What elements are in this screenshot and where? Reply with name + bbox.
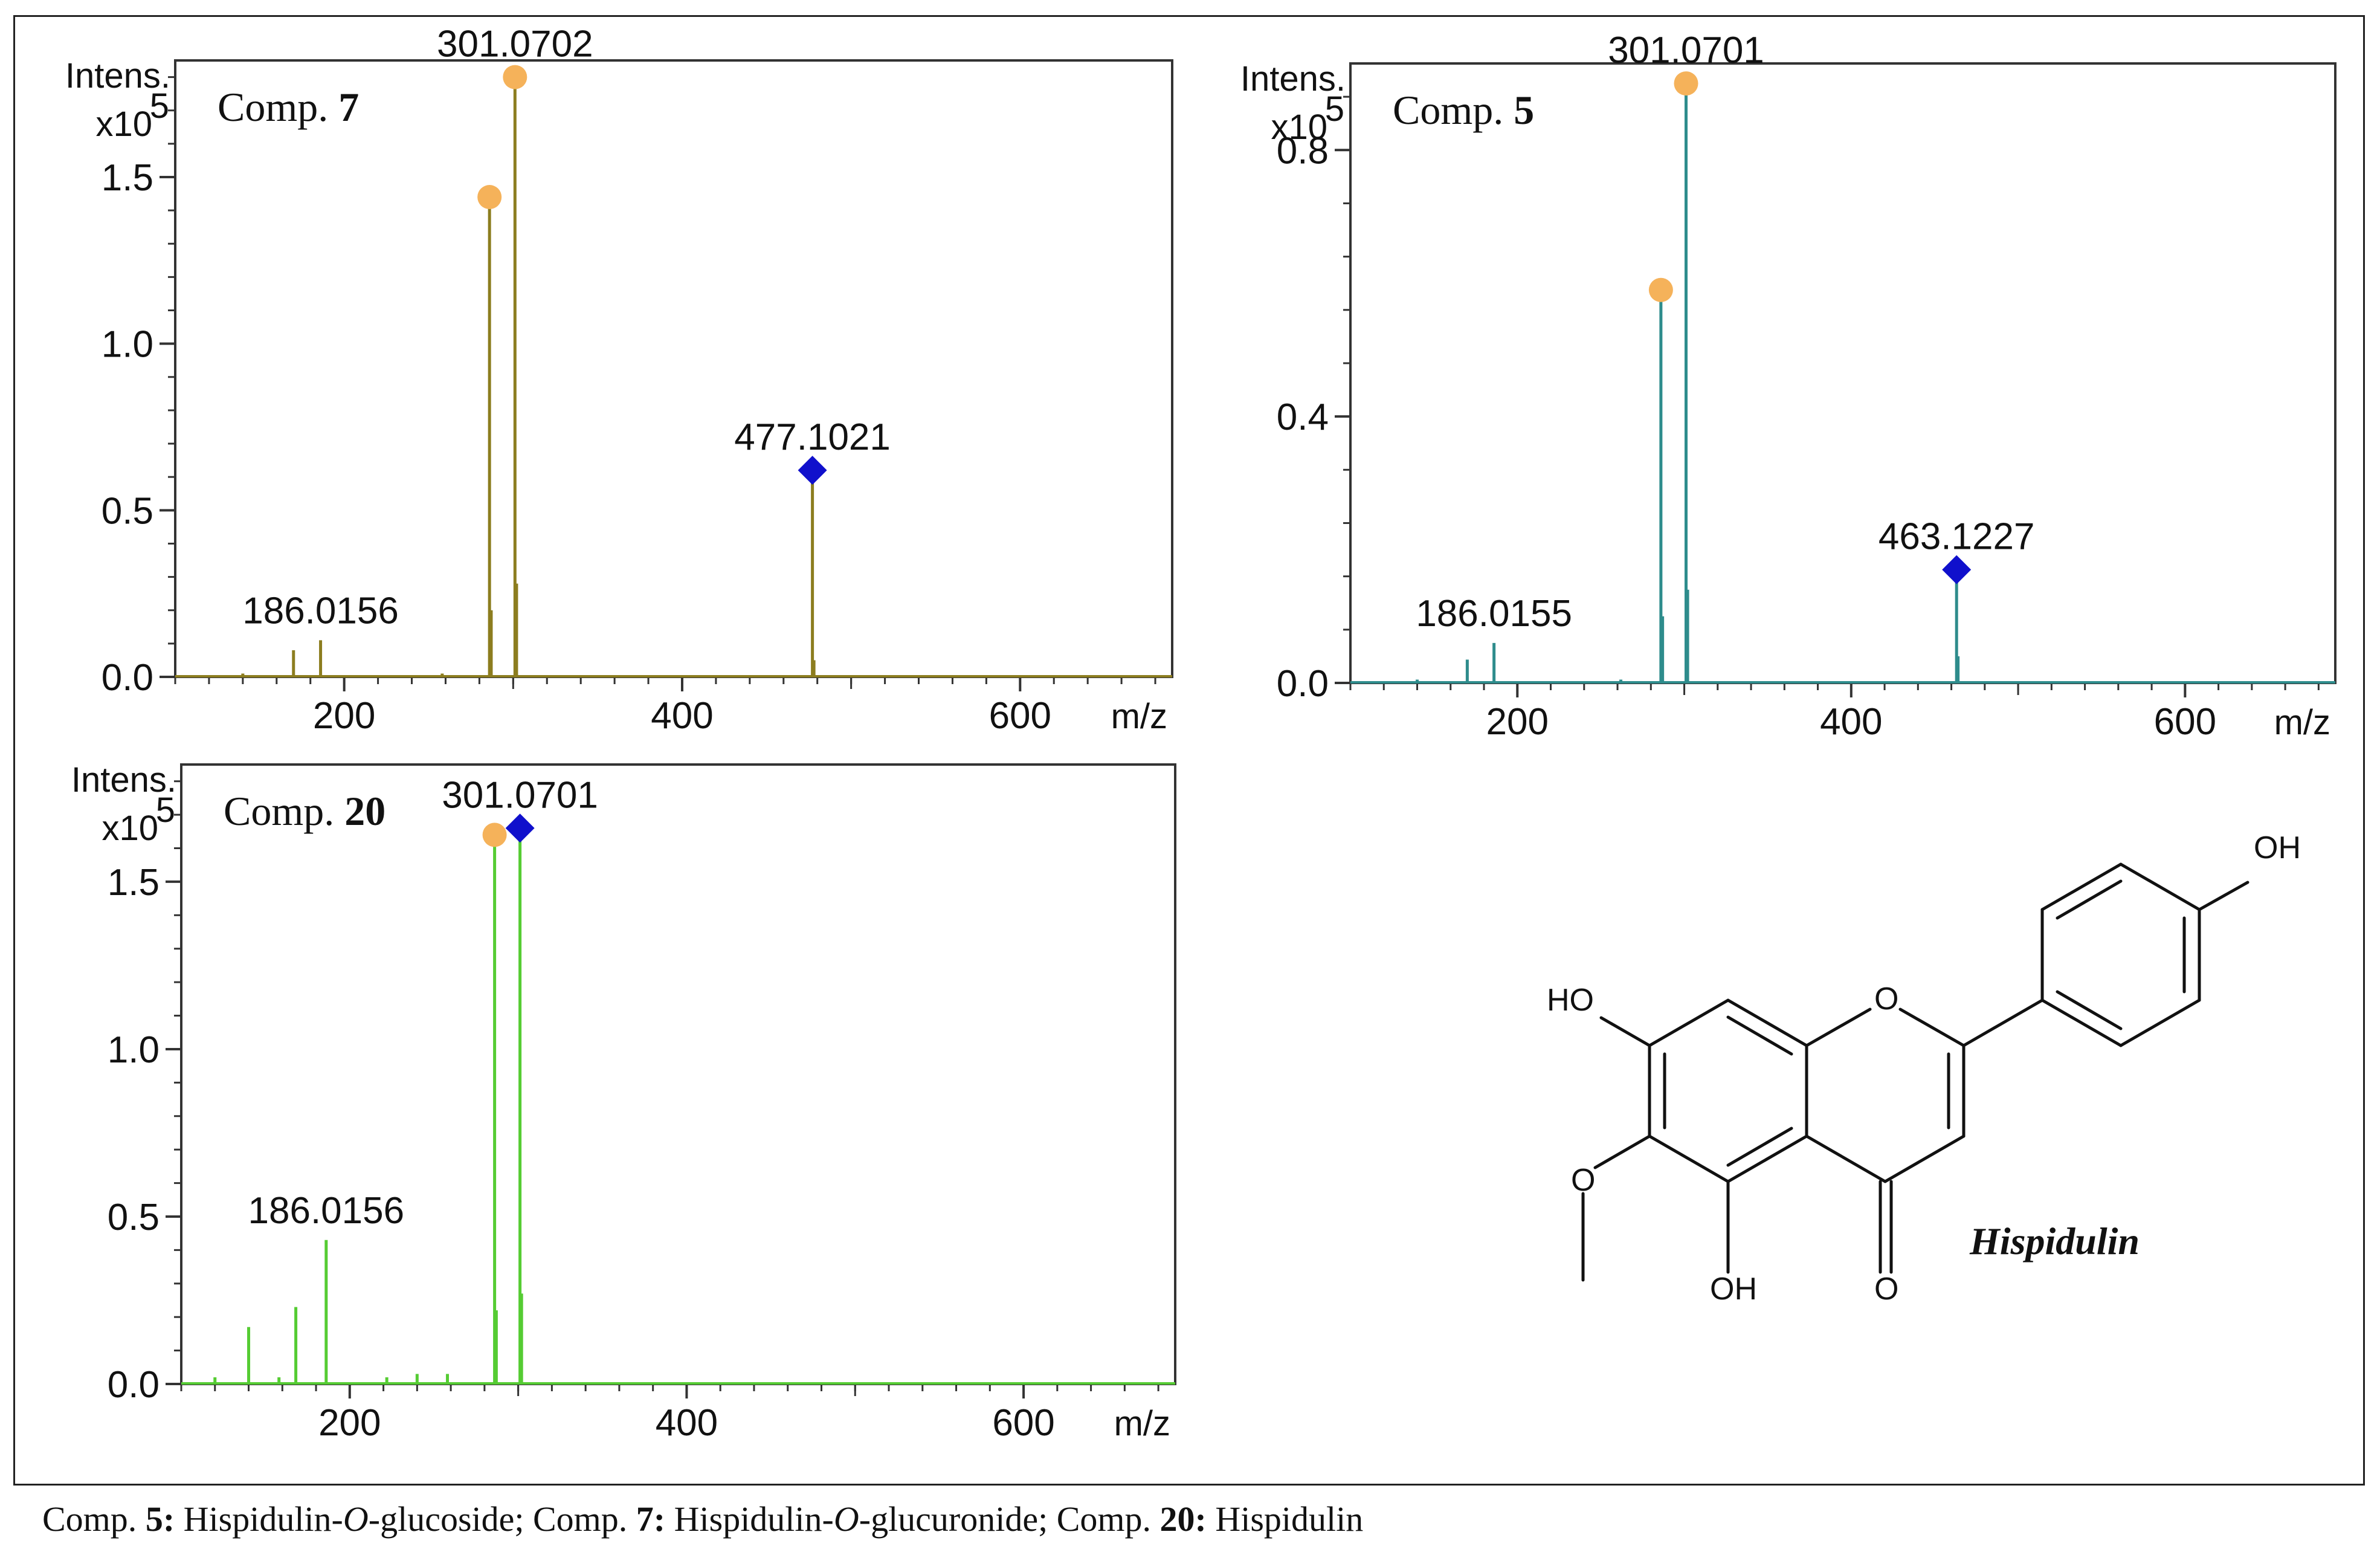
caption-c7-text-b: -glucuronide; bbox=[859, 1499, 1057, 1539]
caption-c5-o: O bbox=[343, 1499, 369, 1539]
y-scale-exponent: 5 bbox=[1325, 89, 1344, 129]
y-scale-label: x10 bbox=[1271, 108, 1327, 147]
x-axis-label: m/z bbox=[1114, 1404, 1170, 1443]
peak-label: 186.0156 bbox=[242, 590, 399, 632]
x-tick-label: 400 bbox=[1820, 701, 1882, 743]
panel-title-prefix: Comp. bbox=[224, 788, 344, 834]
panel-title: Comp. 20 bbox=[224, 788, 385, 834]
panel-title-number: 20 bbox=[344, 788, 385, 834]
plot-frame bbox=[1349, 62, 2336, 684]
precursor-circle-marker bbox=[477, 185, 502, 210]
panel-title-number: 7 bbox=[338, 84, 359, 130]
x-axis-label: m/z bbox=[2274, 703, 2330, 742]
y-tick-label: 0.5 bbox=[102, 490, 153, 532]
x-tick-label: 600 bbox=[992, 1402, 1054, 1444]
figure-frame bbox=[13, 15, 2365, 1486]
precursor-circle-marker bbox=[503, 65, 527, 89]
y-tick-label: 0.5 bbox=[108, 1197, 160, 1238]
figure-caption: Comp. 5: Hispidulin-O-glucoside; Comp. 7… bbox=[42, 1499, 1363, 1539]
panel-title-number: 5 bbox=[1514, 87, 1534, 133]
caption-c20-num: 20: bbox=[1159, 1499, 1207, 1539]
peak-label: 301.0702 bbox=[437, 24, 593, 65]
precursor-diamond-marker bbox=[505, 813, 535, 843]
struct-ho-left: HO bbox=[1547, 983, 1594, 1018]
y-tick-label: 1.0 bbox=[108, 1029, 160, 1071]
plot-frame bbox=[174, 59, 1173, 678]
struct-oh-bottom: OH bbox=[1710, 1272, 1757, 1307]
y-axis-label: Intens. bbox=[65, 56, 170, 95]
peak-label: 186.0155 bbox=[1416, 593, 1572, 635]
y-tick-label: 0.0 bbox=[108, 1364, 160, 1406]
structure-name: Hispidulin bbox=[1969, 1220, 2140, 1263]
precursor-circle-marker bbox=[482, 823, 507, 847]
x-axis-label: m/z bbox=[1111, 697, 1167, 736]
caption-c5-text-b: -glucoside; bbox=[368, 1499, 533, 1539]
peak-label: 477.1021 bbox=[734, 416, 891, 458]
peak-label: 186.0156 bbox=[248, 1190, 405, 1232]
peak-label: 463.1227 bbox=[1879, 516, 2035, 558]
panel-title: Comp. 5 bbox=[1393, 87, 1534, 133]
plot-frame bbox=[180, 763, 1176, 1385]
caption-c5-text-a: Hispidulin- bbox=[175, 1499, 343, 1539]
struct-o-methoxy: O bbox=[1571, 1163, 1595, 1198]
x-tick-label: 200 bbox=[1486, 701, 1549, 743]
struct-o-carbonyl: O bbox=[1874, 1272, 1898, 1307]
caption-c20-text: Hispidulin bbox=[1206, 1499, 1364, 1539]
caption-c7-o: O bbox=[833, 1499, 859, 1539]
struct-oh-top: OH bbox=[2254, 830, 2301, 865]
y-axis-label: Intens. bbox=[71, 760, 176, 800]
y-tick-label: 1.5 bbox=[108, 862, 160, 904]
precursor-circle-marker bbox=[1674, 71, 1698, 96]
y-tick-label: 0.4 bbox=[1277, 396, 1329, 438]
precursor-diamond-marker bbox=[798, 456, 827, 485]
panel-title-prefix: Comp. bbox=[1393, 87, 1514, 133]
y-tick-label: 1.0 bbox=[102, 324, 153, 366]
x-tick-label: 600 bbox=[2154, 701, 2216, 743]
peak-label: 301.0701 bbox=[442, 774, 598, 816]
y-tick-label: 1.5 bbox=[102, 157, 153, 199]
hispidulin-structure: OH HO O O OH O Hispidulin bbox=[1547, 830, 2301, 1307]
x-tick-label: 400 bbox=[651, 695, 713, 737]
y-tick-label: 0.8 bbox=[1277, 130, 1329, 172]
caption-c20-prefix: Comp. bbox=[1056, 1499, 1160, 1539]
caption-c7-prefix: Comp. bbox=[532, 1499, 636, 1539]
y-scale-label: x10 bbox=[95, 105, 152, 144]
peak-label: 301.0701 bbox=[1608, 30, 1764, 71]
caption-c7-text-a: Hispidulin- bbox=[665, 1499, 834, 1539]
y-scale-exponent: 5 bbox=[150, 86, 169, 126]
y-scale-label: x10 bbox=[102, 809, 158, 848]
struct-o-ring: O bbox=[1874, 981, 1898, 1017]
x-tick-label: 200 bbox=[313, 695, 375, 737]
x-tick-label: 200 bbox=[318, 1402, 381, 1444]
y-scale-exponent: 5 bbox=[156, 791, 175, 830]
precursor-circle-marker bbox=[1648, 277, 1673, 302]
x-tick-label: 600 bbox=[989, 695, 1051, 737]
y-tick-label: 0.0 bbox=[1277, 663, 1329, 705]
x-tick-label: 400 bbox=[656, 1402, 718, 1444]
panel-title-prefix: Comp. bbox=[218, 84, 338, 130]
y-tick-label: 0.0 bbox=[102, 657, 153, 699]
panel-title: Comp. 7 bbox=[218, 84, 359, 130]
precursor-diamond-marker bbox=[1942, 555, 1972, 584]
caption-c7-num: 7: bbox=[636, 1499, 666, 1539]
caption-c5-num: 5: bbox=[145, 1499, 175, 1539]
caption-c5-prefix: Comp. bbox=[42, 1499, 146, 1539]
y-axis-label: Intens. bbox=[1240, 59, 1346, 99]
